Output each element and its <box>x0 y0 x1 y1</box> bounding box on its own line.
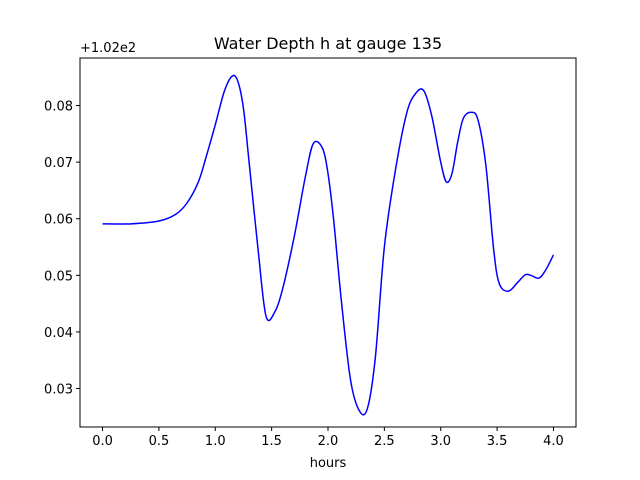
x-tick-label: 2.0 <box>318 434 339 449</box>
y-axis-ticks: 0.03 0.04 0.05 0.06 0.07 0.08 <box>44 100 80 398</box>
series-line <box>102 74 555 416</box>
x-tick-label: 3.5 <box>487 434 508 449</box>
plot-area <box>102 74 555 416</box>
x-tick-label: 1.0 <box>205 434 226 449</box>
x-tick-label: 1.5 <box>261 434 282 449</box>
x-tick-label: 0.0 <box>92 434 113 449</box>
y-tick-label: 0.04 <box>44 326 73 341</box>
x-tick-label: 0.5 <box>149 434 170 449</box>
y-axis-offset-label: +1.02e2 <box>80 41 136 56</box>
axes-frame <box>79 57 577 428</box>
y-tick-label: 0.06 <box>44 213 73 228</box>
y-tick-label: 0.07 <box>44 156 73 171</box>
y-tick-label: 0.03 <box>44 383 73 398</box>
chart-title: Water Depth h at gauge 135 <box>214 34 442 53</box>
y-tick-label: 0.08 <box>44 100 73 115</box>
x-axis-label: hours <box>310 456 347 471</box>
x-tick-label: 2.5 <box>374 434 395 449</box>
x-axis-ticks: 0.0 0.5 1.0 1.5 2.0 2.5 3.0 3.5 4.0 <box>92 427 564 449</box>
y-tick-label: 0.05 <box>44 269 73 284</box>
x-tick-label: 4.0 <box>543 434 564 449</box>
x-tick-label: 3.0 <box>430 434 451 449</box>
